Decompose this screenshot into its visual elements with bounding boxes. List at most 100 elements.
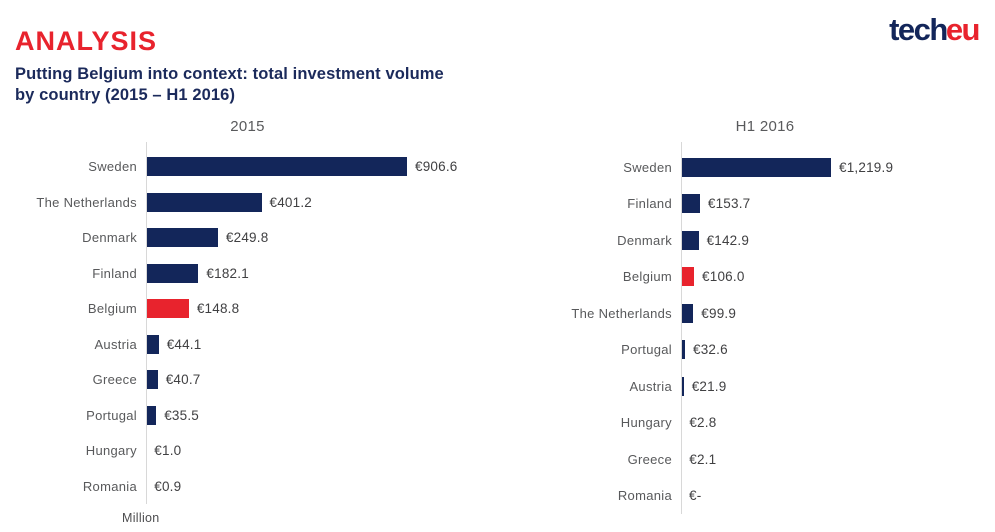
category-label: Portugal — [86, 407, 137, 423]
bar-area: €2.1 — [681, 441, 995, 478]
bar-area: €401.2 — [146, 185, 480, 221]
value-label: €153.7 — [707, 196, 751, 212]
category-label: Sweden — [623, 159, 672, 175]
chart-row-the-netherlands: The Netherlands €99.9 — [535, 295, 995, 332]
chart-row-finland: Finland €182.1 — [15, 256, 480, 292]
category-label: Belgium — [622, 269, 672, 285]
chart-row-portugal: Portugal €35.5 — [15, 398, 480, 434]
category-label: Greece — [627, 451, 672, 467]
value-label: €148.8 — [196, 301, 240, 317]
category-label: Romania — [82, 478, 137, 494]
chart-row-finland: Finland €153.7 — [535, 186, 995, 223]
bar — [146, 405, 157, 425]
bar-area: €40.7 — [146, 362, 480, 398]
chart-row-hungary: Hungary €2.8 — [535, 405, 995, 442]
category-label: The Netherlands — [36, 194, 137, 210]
bar-area: €148.8 — [146, 291, 480, 327]
category-label: Austria — [629, 378, 672, 394]
value-label: €- — [689, 488, 702, 504]
bar — [146, 370, 158, 390]
bar-area: €153.7 — [681, 186, 995, 223]
bar-area: €1.0 — [146, 433, 480, 469]
value-label: €40.7 — [165, 372, 201, 388]
category-label: Finland — [627, 196, 672, 212]
logo-eu-text: eu — [945, 12, 981, 47]
techeu-logo: techeu — [889, 12, 981, 48]
chart-row-belgium: Belgium €148.8 — [15, 291, 480, 327]
value-label: €401.2 — [269, 194, 312, 210]
bar-area: €21.9 — [681, 368, 995, 405]
bar — [146, 192, 262, 212]
bar-area: €249.8 — [146, 220, 480, 256]
category-label: Sweden — [88, 159, 137, 175]
category-label: Denmark — [82, 230, 137, 246]
chart-row-denmark: Denmark €249.8 — [15, 220, 480, 256]
value-label: €2.8 — [689, 415, 717, 431]
category-label: Austria — [94, 336, 137, 352]
bar — [681, 340, 685, 360]
bar-area: €32.6 — [681, 332, 995, 369]
chart-row-greece: Greece €40.7 — [15, 362, 480, 398]
chart-h1-2016-plot: Sweden €1,219.9 Finland €153.7 Denmark €142.9… — [535, 142, 995, 515]
page-header: ANALYSIS Putting Belgium into context: t… — [0, 0, 995, 106]
value-label: €44.1 — [166, 336, 202, 352]
value-label: €99.9 — [701, 305, 737, 321]
bar-highlighted — [146, 299, 189, 319]
chart-2015-title: 2015 — [230, 118, 265, 135]
chart-h1-2016: H1 2016 Sweden €1,219.9 Finland €153.7 Denma… — [535, 118, 995, 525]
chart-row-romania: Romania €0.9 — [15, 469, 480, 505]
chart-2015: 2015 Sweden €906.6 The Netherlands €401.2 De… — [15, 118, 480, 525]
category-label: Portugal — [621, 342, 672, 358]
bar — [146, 228, 218, 248]
unit-note: Million — [122, 511, 160, 525]
bar-area: €106.0 — [681, 259, 995, 296]
bar — [146, 263, 199, 283]
chart-row-denmark: Denmark €142.9 — [535, 222, 995, 259]
bar-area: €44.1 — [146, 327, 480, 363]
chart-row-austria: Austria €21.9 — [535, 368, 995, 405]
bar — [146, 334, 159, 354]
value-label: €0.9 — [154, 478, 182, 494]
chart-row-sweden: Sweden €906.6 — [15, 149, 480, 185]
bar — [681, 194, 700, 214]
value-label: €1,219.9 — [839, 159, 894, 175]
chart-row-romania: Romania €- — [535, 478, 995, 515]
value-label: €249.8 — [225, 230, 269, 246]
bar-area: €0.9 — [146, 469, 480, 505]
page-title-line1: Putting Belgium into context: total inve… — [15, 65, 444, 83]
category-label: Hungary — [85, 443, 137, 459]
bar-area: €1,219.9 — [681, 149, 995, 186]
chart-h1-2016-title: H1 2016 — [735, 118, 795, 135]
value-label: €35.5 — [164, 407, 200, 423]
value-label: €21.9 — [691, 378, 727, 394]
value-label: €182.1 — [206, 265, 249, 281]
value-label: €32.6 — [693, 342, 728, 358]
page-title: Putting Belgium into context: total inve… — [15, 64, 980, 106]
bar-area: €99.9 — [681, 295, 995, 332]
category-label: Belgium — [87, 301, 137, 317]
value-label: €1.0 — [154, 443, 182, 459]
logo-tech-text: tech — [889, 12, 948, 47]
chart-row-hungary: Hungary €1.0 — [15, 433, 480, 469]
value-label: €142.9 — [706, 232, 750, 248]
bar-area: €2.8 — [681, 405, 995, 442]
chart-row-greece: Greece €2.1 — [535, 441, 995, 478]
category-label: Denmark — [617, 232, 672, 248]
value-label: €106.0 — [702, 269, 745, 285]
y-axis-line — [146, 142, 147, 504]
value-label: €2.1 — [689, 451, 717, 467]
chart-2015-plot: Sweden €906.6 The Netherlands €401.2 Denmark… — [15, 142, 480, 505]
charts-container: 2015 Sweden €906.6 The Netherlands €401.2 De… — [0, 118, 995, 525]
bar — [681, 230, 699, 250]
chart-row-austria: Austria €44.1 — [15, 327, 480, 363]
category-label: The Netherlands — [571, 305, 672, 321]
chart-row-portugal: Portugal €32.6 — [535, 332, 995, 369]
page-title-line2: by country (2015 – H1 2016) — [15, 86, 236, 104]
bar-highlighted — [681, 267, 695, 287]
category-label: Finland — [92, 265, 137, 281]
bar-area: €906.6 — [146, 149, 480, 185]
chart-row-belgium: Belgium €106.0 — [535, 259, 995, 296]
category-label: Romania — [617, 488, 672, 504]
bar-area: €142.9 — [681, 222, 995, 259]
analysis-kicker: ANALYSIS — [15, 26, 158, 56]
